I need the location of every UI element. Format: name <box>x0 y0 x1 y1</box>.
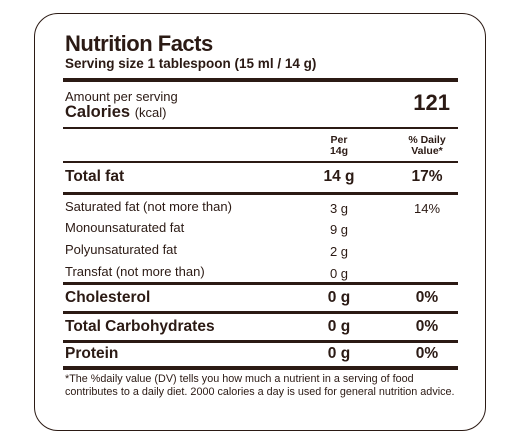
calories-text: Calories <box>65 103 131 121</box>
nutrient-name: Polyunsaturated fat <box>65 242 178 257</box>
nutrient-name: Saturated fat (not more than) <box>65 199 232 214</box>
nutrient-amount: 0 g <box>327 289 351 306</box>
calories-label: Calories (kcal) <box>65 103 167 122</box>
label-title: Nutrition Facts <box>65 31 213 56</box>
nutrient-daily-value: 0% <box>415 289 439 306</box>
thick-divider <box>63 78 458 82</box>
thick-divider <box>63 192 458 195</box>
nutrient-daily-value: 14% <box>413 201 441 216</box>
column-header-per-line2: 14g <box>329 145 349 157</box>
nutrient-name: Transfat (not more than) <box>65 264 205 279</box>
nutrient-daily-value: 17% <box>411 168 443 185</box>
thick-divider <box>63 340 458 343</box>
nutrient-amount: 2 g <box>329 244 349 259</box>
thick-divider <box>63 282 458 285</box>
calories-unit: (kcal) <box>134 105 167 120</box>
nutrient-name: Protein <box>65 345 119 362</box>
divider <box>63 127 458 129</box>
nutrient-name: Monounsaturated fat <box>65 220 185 235</box>
nutrient-amount: 3 g <box>329 201 349 216</box>
nutrient-name: Cholesterol <box>65 289 151 306</box>
thick-divider <box>63 366 458 370</box>
nutrient-daily-value: 0% <box>415 318 439 335</box>
serving-size: Serving size 1 tablespoon (15 ml / 14 g) <box>65 56 317 71</box>
column-header-per: Per 14g <box>319 135 359 157</box>
amount-per-serving: Amount per serving <box>65 89 178 104</box>
nutrient-amount: 9 g <box>329 222 349 237</box>
nutrient-amount: 0 g <box>329 266 349 281</box>
nutrient-name: Total Carbohydrates <box>65 318 215 335</box>
column-header-daily-value: % Daily Value* <box>393 135 461 157</box>
divider <box>63 161 458 163</box>
thick-divider <box>63 311 458 314</box>
nutrient-name: Total fat <box>65 168 125 185</box>
footnote: *The %daily value (DV) tells you how muc… <box>65 373 455 398</box>
nutrient-daily-value: 0% <box>415 345 439 362</box>
column-header-dv-line1: % Daily <box>408 134 446 146</box>
nutrient-amount: 0 g <box>327 345 351 362</box>
nutrient-amount: 0 g <box>327 318 351 335</box>
column-header-dv-line2: Value* <box>411 145 443 157</box>
nutrient-amount: 14 g <box>323 168 355 185</box>
nutrition-facts-panel: Nutrition Facts Serving size 1 tablespoo… <box>34 13 486 431</box>
column-header-per-line1: Per <box>330 134 348 146</box>
calories-value: 121 <box>413 90 450 115</box>
